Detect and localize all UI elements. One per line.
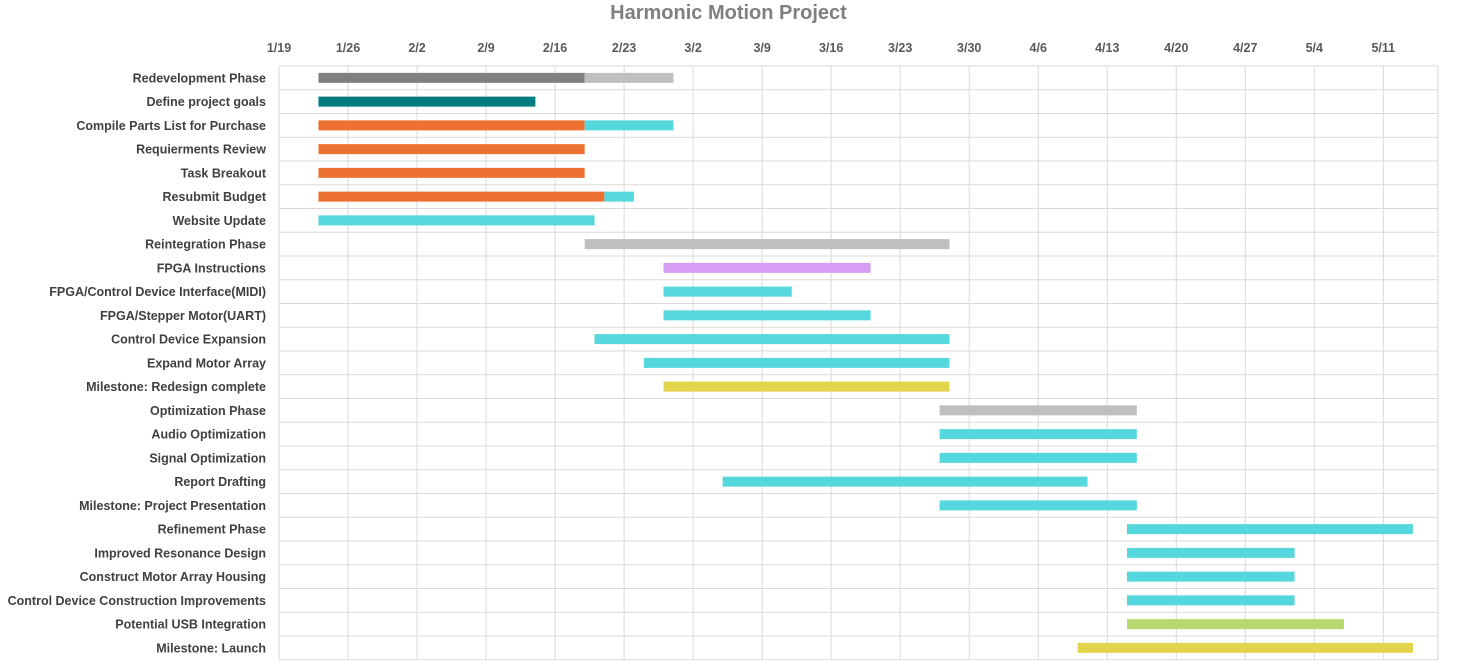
x-tick-label: 3/23 xyxy=(888,41,912,55)
task-bar xyxy=(318,120,585,131)
task-label: FPGA Instructions xyxy=(157,261,266,275)
task-bar xyxy=(1126,524,1413,535)
x-tick-label: 3/9 xyxy=(753,41,770,55)
task-label: Control Device Construction Improvements xyxy=(8,594,266,608)
task-bar xyxy=(1126,547,1295,558)
task-label: FPGA/Stepper Motor(UART) xyxy=(100,309,266,323)
task-bar xyxy=(318,191,605,202)
x-tick-label: 3/2 xyxy=(684,41,701,55)
task-label: Task Breakout xyxy=(181,166,267,180)
task-label: Expand Motor Array xyxy=(147,356,266,370)
task-bar xyxy=(584,72,674,83)
task-bar xyxy=(643,357,950,368)
task-bar xyxy=(939,452,1137,463)
x-tick-label: 4/13 xyxy=(1095,41,1119,55)
task-bar xyxy=(584,120,674,131)
task-label: Compile Parts List for Purchase xyxy=(76,119,266,133)
task-label: Optimization Phase xyxy=(150,404,266,418)
task-label: Milestone: Launch xyxy=(156,641,266,655)
task-label: Redevelopment Phase xyxy=(133,71,266,85)
task-bar xyxy=(594,334,950,345)
x-tick-label: 2/16 xyxy=(543,41,567,55)
task-bar xyxy=(318,144,585,155)
x-tick-label: 3/16 xyxy=(819,41,843,55)
task-label: Requierments Review xyxy=(136,143,266,157)
task-bar xyxy=(722,476,1088,487)
x-tick-label: 2/9 xyxy=(477,41,494,55)
task-label: Control Device Expansion xyxy=(111,333,266,347)
task-label: Potential USB Integration xyxy=(115,618,266,632)
x-tick-label: 3/30 xyxy=(957,41,981,55)
task-bar xyxy=(939,405,1137,416)
task-label: Audio Optimization xyxy=(151,428,266,442)
task-bar xyxy=(1126,595,1295,606)
task-label: Refinement Phase xyxy=(158,523,266,537)
x-tick-label: 4/27 xyxy=(1233,41,1257,55)
task-bar xyxy=(318,96,536,107)
task-bar xyxy=(663,262,871,273)
task-bar xyxy=(318,167,585,178)
task-bar xyxy=(939,500,1137,511)
task-label: Construct Motor Array Housing xyxy=(80,570,266,584)
x-tick-label: 1/19 xyxy=(267,41,291,55)
task-label: Define project goals xyxy=(147,95,267,109)
x-tick-label: 4/6 xyxy=(1030,41,1047,55)
task-bar xyxy=(318,72,585,83)
task-label: Signal Optimization xyxy=(149,451,266,465)
task-label: Report Drafting xyxy=(174,475,266,489)
task-label: Resubmit Budget xyxy=(163,190,267,204)
task-bar xyxy=(663,381,950,392)
x-tick-label: 5/4 xyxy=(1306,41,1323,55)
x-tick-label: 5/11 xyxy=(1371,41,1395,55)
task-bar xyxy=(584,239,950,250)
chart-title: Harmonic Motion Project xyxy=(610,2,847,24)
task-bar xyxy=(1077,642,1413,653)
task-label: Reintegration Phase xyxy=(145,238,266,252)
task-bar xyxy=(1126,571,1295,582)
x-tick-label: 2/23 xyxy=(612,41,636,55)
x-tick-label: 1/26 xyxy=(336,41,360,55)
task-label: FPGA/Control Device Interface(MIDI) xyxy=(49,285,266,299)
task-bar xyxy=(663,286,792,297)
task-bar xyxy=(604,191,634,202)
task-label: Milestone: Redesign complete xyxy=(86,380,266,394)
task-bar xyxy=(1126,619,1344,630)
task-bar xyxy=(663,310,871,321)
task-bar xyxy=(318,215,595,226)
task-bar xyxy=(939,429,1137,440)
task-label: Milestone: Project Presentation xyxy=(79,499,266,513)
task-label: Improved Resonance Design xyxy=(94,546,266,560)
x-tick-label: 4/20 xyxy=(1164,41,1188,55)
task-label: Website Update xyxy=(172,214,266,228)
x-tick-label: 2/2 xyxy=(408,41,425,55)
